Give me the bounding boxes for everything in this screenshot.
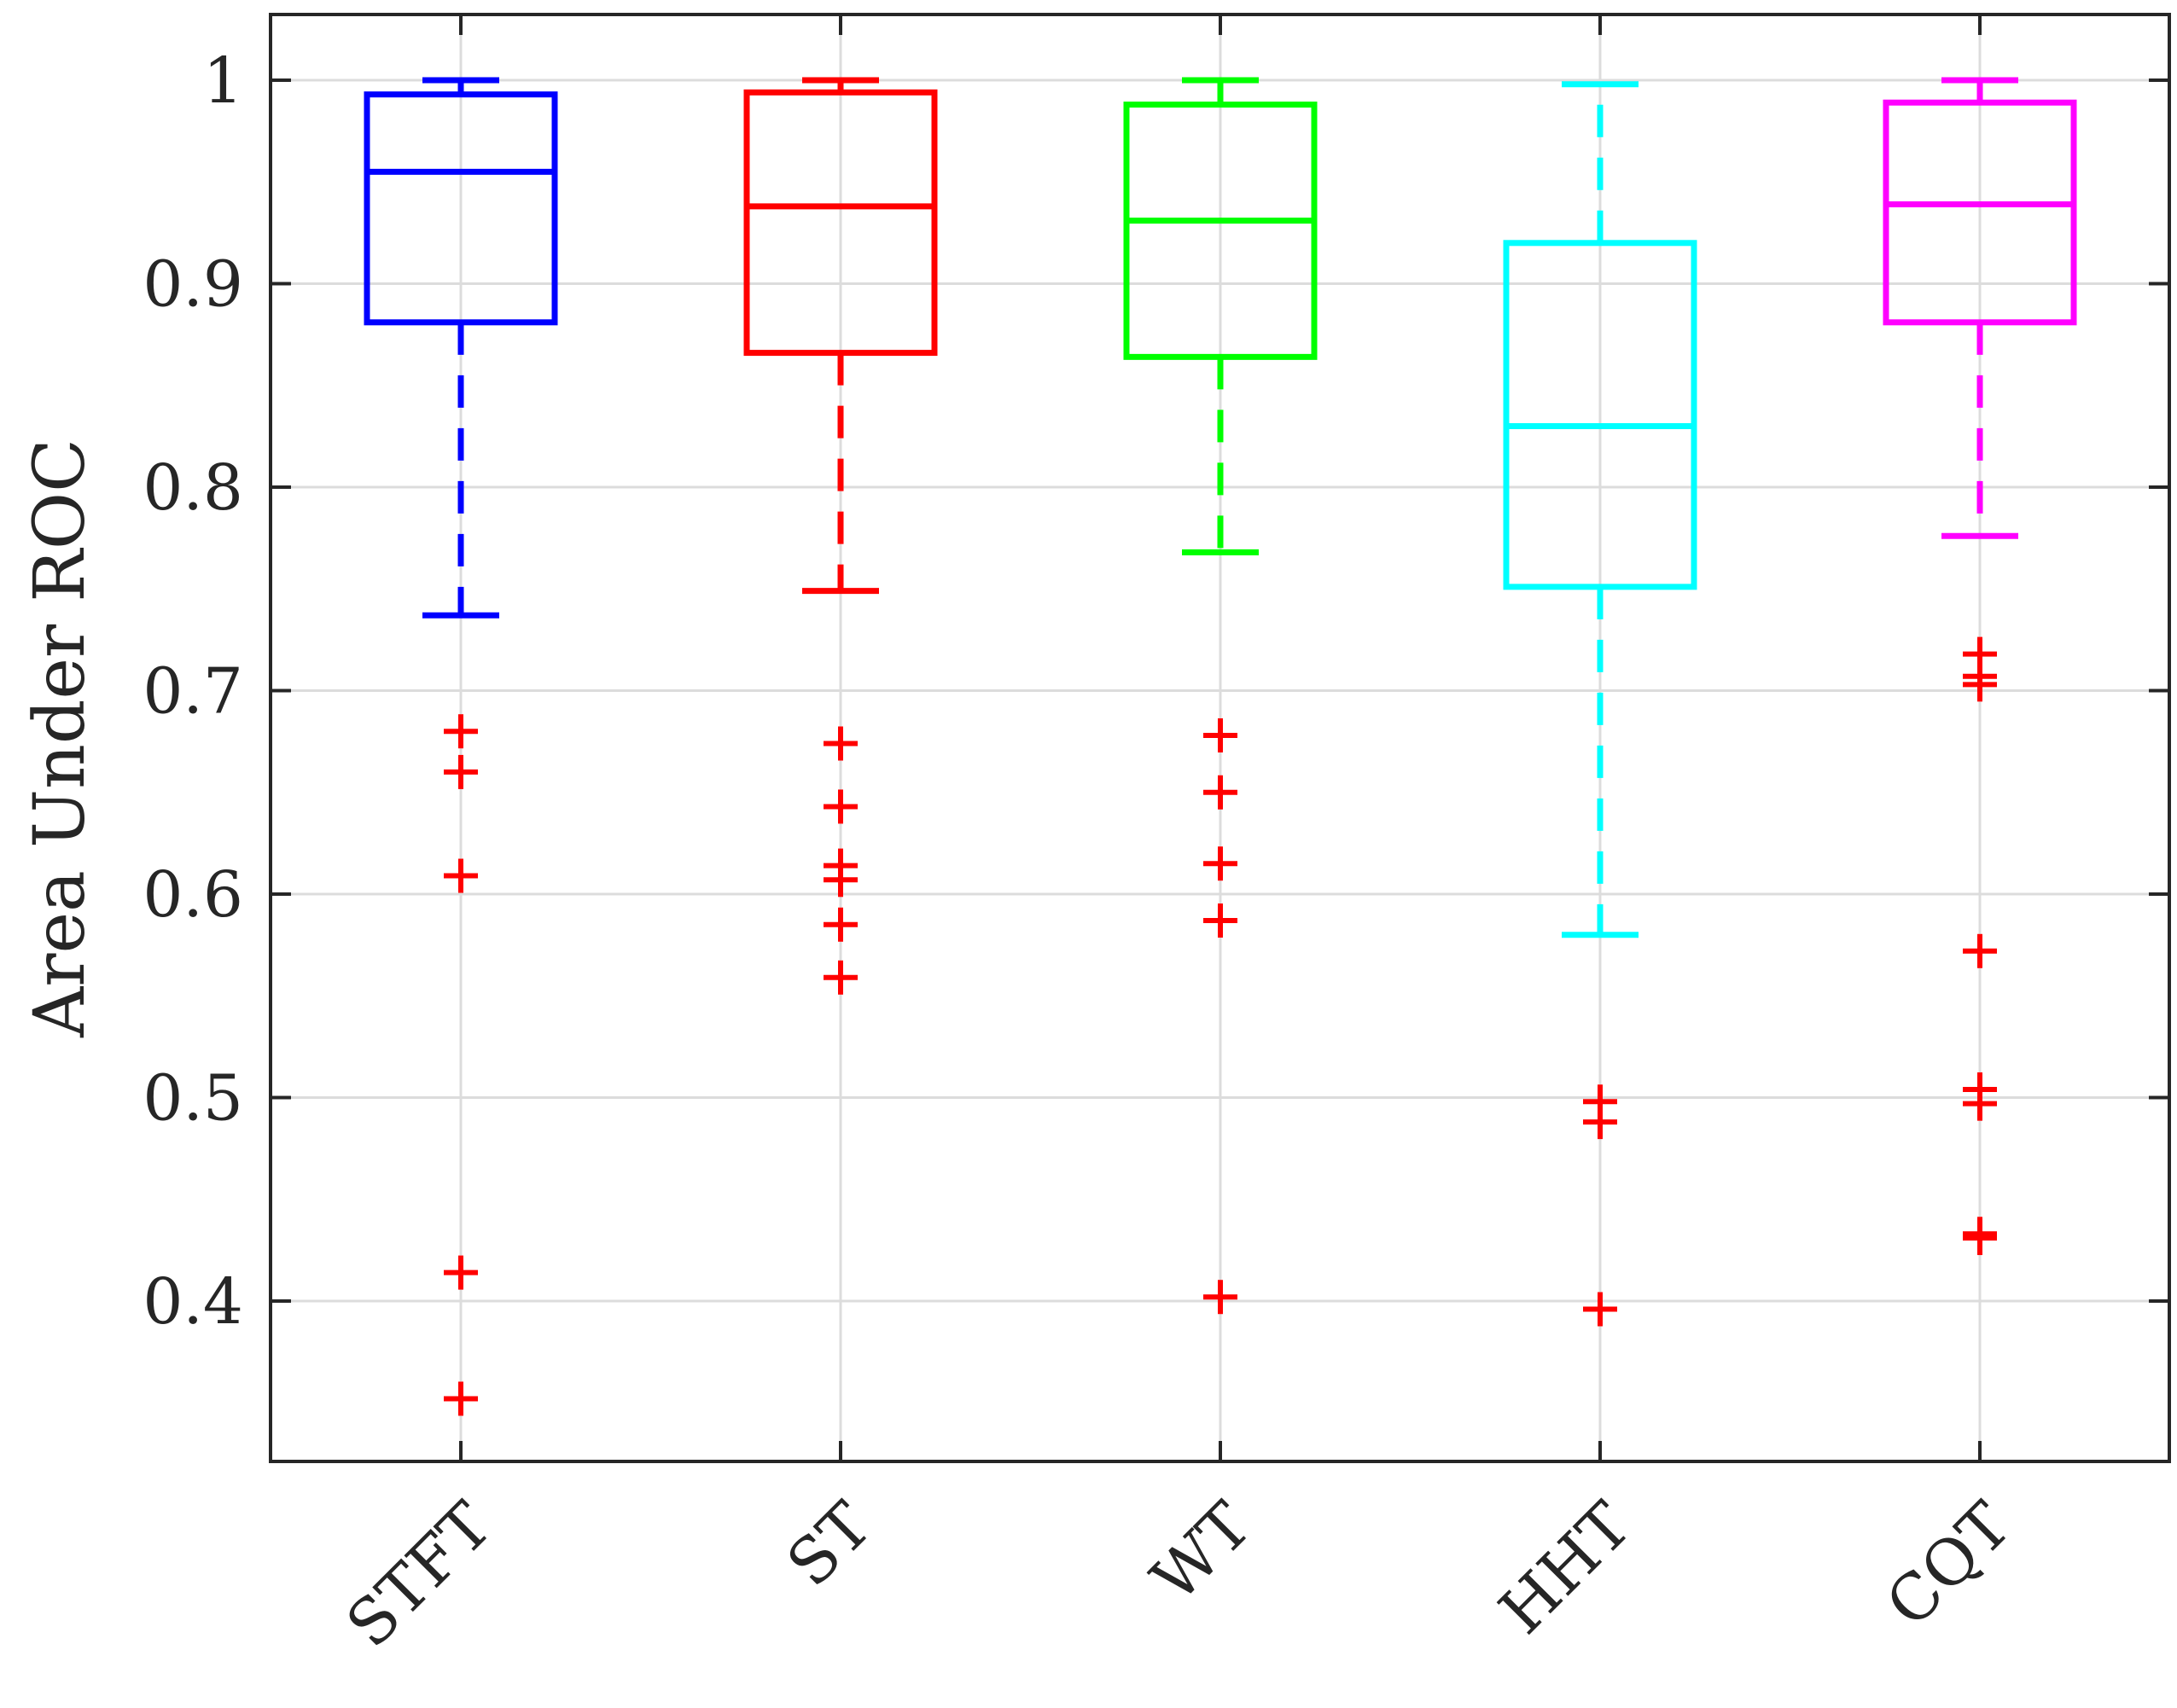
y-axis-title: Area Under ROC [20,439,101,1038]
box-wt [1123,77,1318,1315]
outlier-marker [1583,1105,1617,1140]
outlier-marker [824,960,858,995]
outlier-marker [1583,1292,1617,1327]
outlier-marker [824,863,858,898]
interquartile-box [1503,240,1697,590]
outlier-marker [444,1381,478,1416]
outlier-marker [824,789,858,824]
outlier-marker [1963,933,1997,968]
outlier-marker [1203,903,1237,938]
outlier-marker [1203,717,1237,752]
outlier-marker [444,858,478,893]
interquartile-box [364,91,558,326]
outlier-marker [444,1255,478,1290]
x-tick-label-stft: STFT [333,1489,506,1662]
y-tick-label: 0.6 [143,858,243,932]
box-st [743,77,938,995]
box-cqt [1883,77,2077,1256]
outlier-marker [1963,667,1997,702]
outlier-marker [824,907,858,942]
box-stft [364,77,558,1416]
x-tick-label-hht: HHT [1486,1489,1645,1648]
outlier-marker [1203,775,1237,810]
x-tick-label-wt: WT [1138,1489,1265,1616]
interquartile-box [743,89,938,357]
outlier-marker [1203,1280,1237,1315]
outlier-marker [444,754,478,789]
outlier-marker [444,714,478,749]
y-tick-label: 0.5 [143,1062,243,1136]
y-tick-label: 1 [203,44,243,118]
box-hht [1503,81,1697,1327]
box-series [364,77,2077,1416]
y-tick-label: 0.4 [143,1265,243,1339]
x-tick-label-st: ST [773,1489,886,1601]
x-tick-label-cqt: CQT [1872,1489,2025,1641]
outlier-marker [824,726,858,761]
outlier-marker [1963,1221,1997,1256]
interquartile-box [1883,99,2077,326]
y-tick-label: 0.8 [143,451,243,525]
y-tick-label: 0.9 [143,248,243,322]
y-tick-label: 0.7 [143,655,243,729]
interquartile-box [1123,102,1318,360]
outlier-marker [1963,1086,1997,1121]
outlier-marker [1203,846,1237,881]
